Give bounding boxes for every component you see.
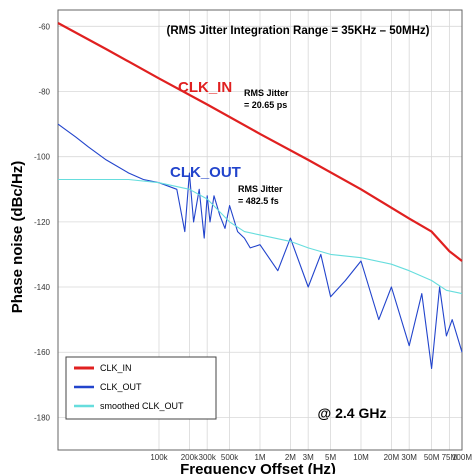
legend: CLK_IN CLK_OUT smoothed CLK_OUT — [65, 356, 217, 420]
x-tick-label: 30M — [401, 453, 417, 462]
y-axis-label: Phase noise (dBc/Hz) — [9, 161, 26, 314]
legend-label: CLK_OUT — [100, 382, 142, 392]
annotation-clk-in-jitter-value: = 20.65 ps — [244, 100, 287, 110]
annotation-clk-out-jitter-title: RMS Jitter — [238, 184, 283, 194]
x-tick-label: 200k — [181, 453, 199, 462]
series-lines — [57, 22, 463, 370]
plot-frame — [57, 9, 463, 451]
x-tick-label: 75M — [442, 453, 458, 462]
grid-lines — [58, 10, 463, 450]
x-axis-label: Frequency Offset (Hz) — [180, 461, 336, 474]
series-line-clk-in — [57, 22, 463, 262]
y-tick-label: -180 — [34, 413, 51, 422]
x-tick-label: 3M — [303, 453, 314, 462]
x-tick-label: 20M — [384, 453, 400, 462]
y-tick-label: -80 — [38, 87, 50, 96]
annotation-clk-out-label: CLK_OUT — [170, 164, 241, 181]
x-tick-label: 50M — [424, 453, 440, 462]
x-tick-label: 2M — [285, 453, 296, 462]
annotation-clk-in-label: CLK_IN — [178, 79, 232, 96]
series-line-clk-out — [57, 123, 463, 370]
chart-title: (RMS Jitter Integration Range = 35KHz – … — [167, 25, 430, 37]
legend-label: CLK_IN — [100, 363, 132, 373]
x-tick-label: 100M — [452, 453, 472, 462]
legend-label: smoothed CLK_OUT — [100, 401, 184, 411]
y-tick-label: -120 — [34, 218, 51, 227]
x-tick-label: 300k — [199, 453, 217, 462]
y-tick-label: -140 — [34, 283, 51, 292]
x-tick-labels: 100k 200k 300k 500k 1M 2M 3M 5M 10M 20M 30M 50M 75M1… — [150, 453, 472, 462]
y-tick-label: -160 — [34, 348, 51, 357]
y-tick-label: -100 — [34, 153, 51, 162]
y-tick-labels: -60 -80 -100 -120 -140 -160 -180 — [34, 22, 51, 422]
x-tick-label: 10M — [353, 453, 369, 462]
x-tick-label: 500k — [221, 453, 239, 462]
x-tick-label: 5M — [325, 453, 336, 462]
x-tick-label: 100k — [150, 453, 168, 462]
y-tick-label: -60 — [38, 22, 50, 31]
annotation-clk-in-jitter-title: RMS Jitter — [244, 88, 289, 98]
series-line-smoothed-clk-out — [58, 178, 463, 295]
x-tick-label: 1M — [254, 453, 265, 462]
annotation-frequency: @ 2.4 GHz — [318, 405, 387, 421]
annotation-clk-out-jitter-value: = 482.5 fs — [238, 196, 279, 206]
